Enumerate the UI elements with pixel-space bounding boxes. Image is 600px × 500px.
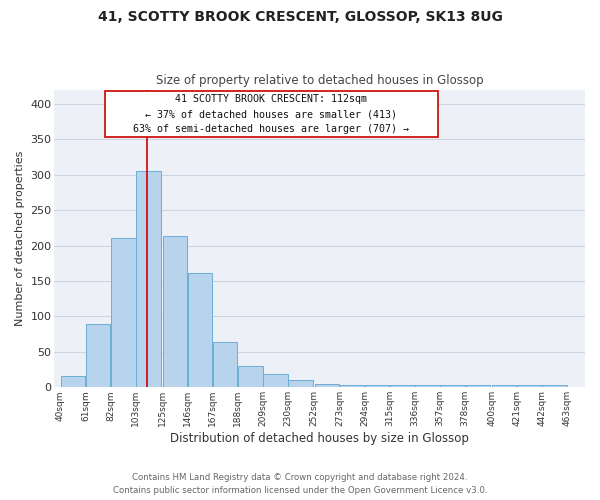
Bar — [238, 366, 263, 388]
Bar — [61, 376, 85, 388]
Bar — [263, 374, 287, 388]
Bar — [314, 384, 339, 388]
Bar — [188, 273, 212, 388]
Bar — [390, 385, 415, 388]
Text: 41, SCOTTY BROOK CRESCENT, GLOSSOP, SK13 8UG: 41, SCOTTY BROOK CRESCENT, GLOSSOP, SK13… — [98, 10, 502, 24]
Bar — [492, 385, 517, 388]
X-axis label: Distribution of detached houses by size in Glossop: Distribution of detached houses by size … — [170, 432, 469, 445]
Bar — [163, 236, 187, 388]
Bar — [466, 385, 490, 388]
Bar — [365, 385, 389, 388]
Bar — [440, 385, 465, 388]
Bar — [542, 385, 567, 388]
Bar — [213, 342, 238, 388]
FancyBboxPatch shape — [105, 91, 437, 137]
Bar — [288, 380, 313, 388]
Bar — [517, 385, 542, 388]
Bar — [111, 238, 136, 388]
Bar — [136, 171, 161, 388]
Y-axis label: Number of detached properties: Number of detached properties — [15, 150, 25, 326]
Text: 41 SCOTTY BROOK CRESCENT: 112sqm
← 37% of detached houses are smaller (413)
63% : 41 SCOTTY BROOK CRESCENT: 112sqm ← 37% o… — [133, 94, 409, 134]
Text: Contains HM Land Registry data © Crown copyright and database right 2024.
Contai: Contains HM Land Registry data © Crown c… — [113, 474, 487, 495]
Bar — [340, 385, 364, 388]
Bar — [415, 385, 440, 388]
Title: Size of property relative to detached houses in Glossop: Size of property relative to detached ho… — [156, 74, 484, 87]
Bar — [86, 324, 110, 388]
